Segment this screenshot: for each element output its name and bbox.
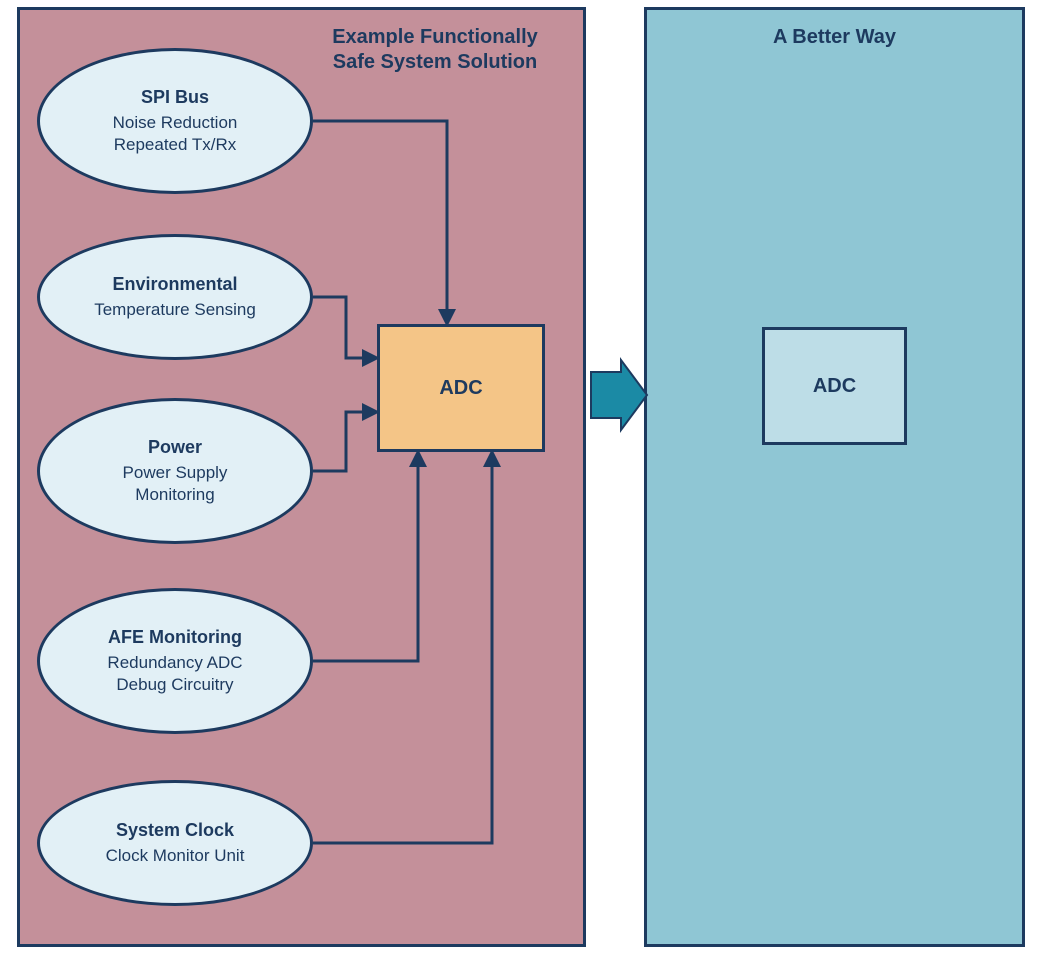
node-spi: SPI Bus Noise Reduction Repeated Tx/Rx bbox=[37, 48, 313, 194]
node-power: Power Power Supply Monitoring bbox=[37, 398, 313, 544]
node-power-subtitle: Power Supply Monitoring bbox=[123, 462, 228, 505]
diagram-canvas: Example Functionally Safe System Solutio… bbox=[0, 0, 1043, 960]
node-afe-title: AFE Monitoring bbox=[108, 627, 242, 648]
right-panel bbox=[644, 7, 1025, 947]
adc-left: ADC bbox=[377, 324, 545, 452]
right-panel-title: A Better Way bbox=[644, 25, 1025, 50]
left-panel-title: Example Functionally Safe System Solutio… bbox=[300, 25, 570, 75]
node-env-subtitle: Temperature Sensing bbox=[94, 299, 256, 320]
node-spi-subtitle: Noise Reduction Repeated Tx/Rx bbox=[113, 112, 238, 155]
node-clock-subtitle: Clock Monitor Unit bbox=[106, 845, 245, 866]
transition-arrow-icon bbox=[591, 360, 647, 430]
node-env: Environmental Temperature Sensing bbox=[37, 234, 313, 360]
node-env-title: Environmental bbox=[112, 274, 237, 295]
adc-left-label: ADC bbox=[439, 377, 482, 400]
node-clock: System Clock Clock Monitor Unit bbox=[37, 780, 313, 906]
adc-right: ADC bbox=[762, 327, 907, 445]
node-power-title: Power bbox=[148, 437, 202, 458]
node-clock-title: System Clock bbox=[116, 820, 234, 841]
node-afe: AFE Monitoring Redundancy ADC Debug Circu… bbox=[37, 588, 313, 734]
adc-right-label: ADC bbox=[813, 375, 856, 398]
node-afe-subtitle: Redundancy ADC Debug Circuitry bbox=[107, 652, 242, 695]
node-spi-title: SPI Bus bbox=[141, 87, 209, 108]
